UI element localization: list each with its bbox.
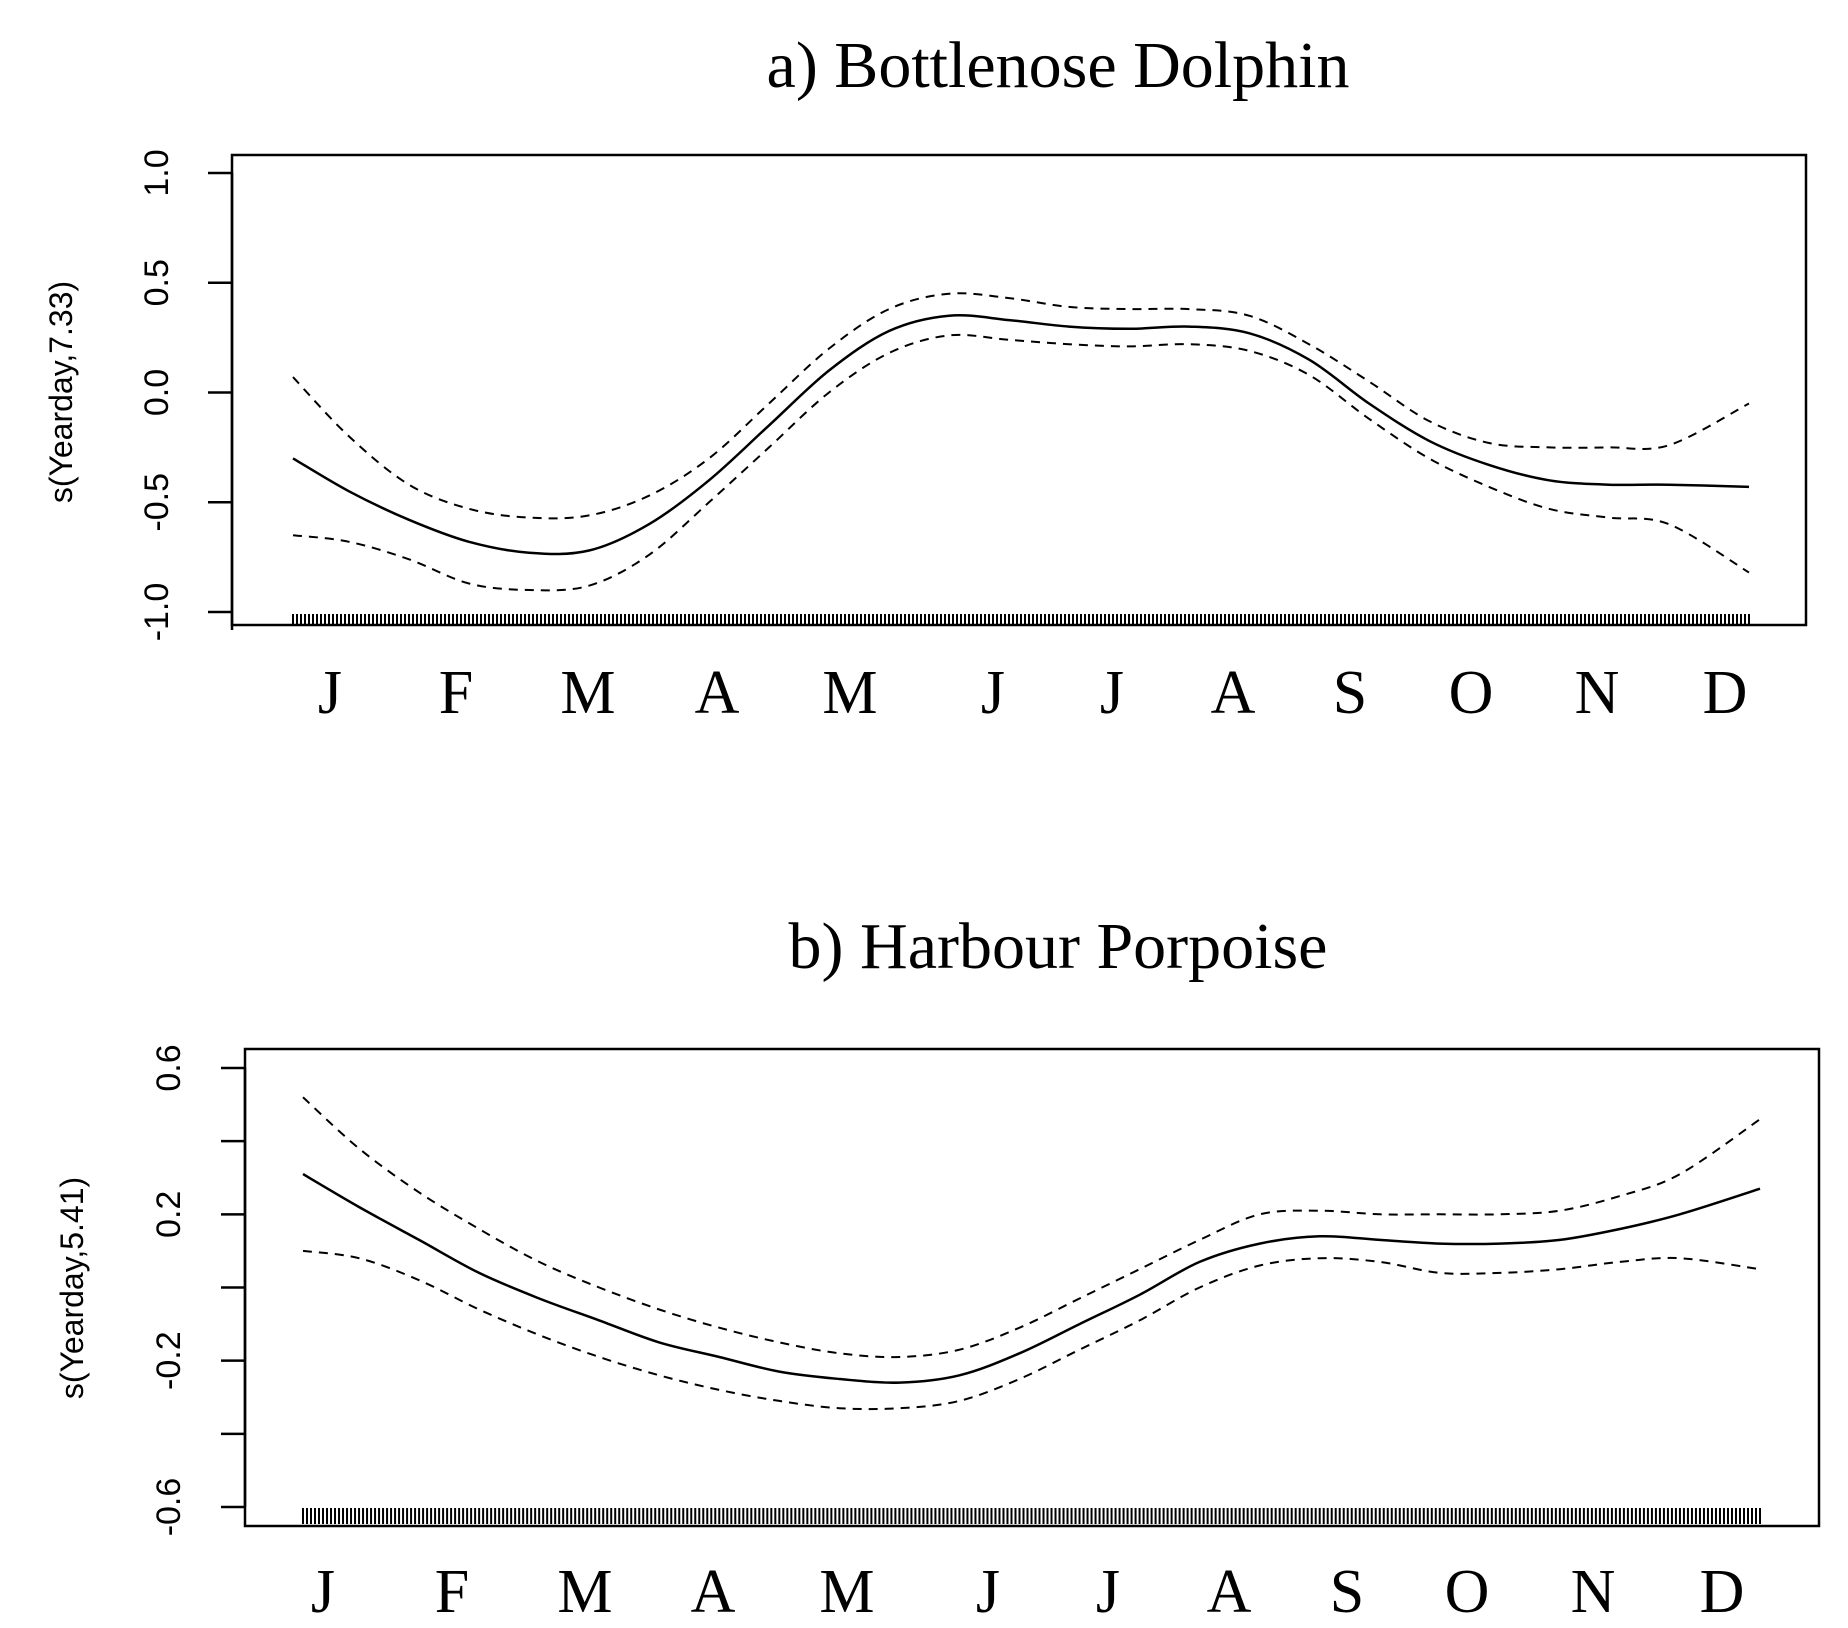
y-tick-label: -1.0 bbox=[138, 583, 176, 642]
month-label: A bbox=[695, 659, 740, 727]
month-label: A bbox=[691, 1558, 736, 1626]
panel-bottlenose-dolphin: a) Bottlenose Dolphin s(Yearday,7.33) -1… bbox=[43, 29, 1808, 727]
month-label: A bbox=[1211, 659, 1256, 727]
y-tick-label: 0.0 bbox=[138, 369, 176, 416]
series-fit-line bbox=[292, 314, 1750, 556]
month-label: O bbox=[1449, 659, 1494, 727]
y-axis-label: s(Yearday,7.33) bbox=[43, 281, 79, 503]
month-label: J bbox=[976, 1558, 1000, 1626]
y-axis-label: s(Yearday,5.41) bbox=[54, 1177, 90, 1399]
y-tick-label: 0.6 bbox=[150, 1044, 188, 1091]
month-label: D bbox=[1703, 659, 1748, 727]
month-label: M bbox=[557, 1558, 612, 1626]
month-label: F bbox=[439, 659, 473, 727]
series-lower-line bbox=[302, 1249, 1761, 1411]
panel-title: b) Harbour Porpoise bbox=[789, 910, 1328, 983]
month-label: S bbox=[1333, 659, 1367, 727]
series-upper-line bbox=[302, 1096, 1761, 1359]
panel-harbour-porpoise: b) Harbour Porpoise s(Yearday,5.41) -0.6… bbox=[54, 910, 1821, 1626]
month-label: F bbox=[435, 1558, 469, 1626]
month-label: J bbox=[1100, 659, 1124, 727]
series-fit-line bbox=[302, 1173, 1761, 1384]
month-label: J bbox=[981, 659, 1005, 727]
y-tick-label: -0.2 bbox=[150, 1331, 188, 1390]
month-label: A bbox=[1207, 1558, 1252, 1626]
month-label: O bbox=[1445, 1558, 1490, 1626]
y-tick-label: -0.5 bbox=[138, 473, 176, 532]
month-label: J bbox=[318, 659, 342, 727]
series-lower-line bbox=[292, 333, 1750, 592]
month-label: M bbox=[819, 1558, 874, 1626]
series-upper-line bbox=[292, 292, 1750, 520]
month-label: J bbox=[311, 1558, 335, 1626]
month-label: D bbox=[1700, 1558, 1745, 1626]
y-tick-label: 1.0 bbox=[138, 149, 176, 196]
y-tick-label: 0.2 bbox=[150, 1191, 188, 1238]
y-tick-label: -0.6 bbox=[150, 1478, 188, 1537]
month-label: J bbox=[1096, 1558, 1120, 1626]
month-label: M bbox=[560, 659, 615, 727]
y-tick-label: 0.5 bbox=[138, 259, 176, 306]
month-label: N bbox=[1571, 1558, 1616, 1626]
panel-title: a) Bottlenose Dolphin bbox=[767, 29, 1350, 102]
month-label: M bbox=[822, 659, 877, 727]
month-label: S bbox=[1330, 1558, 1364, 1626]
plot-frame bbox=[243, 1047, 1821, 1528]
month-label: N bbox=[1575, 659, 1620, 727]
plot-frame bbox=[230, 153, 1808, 627]
